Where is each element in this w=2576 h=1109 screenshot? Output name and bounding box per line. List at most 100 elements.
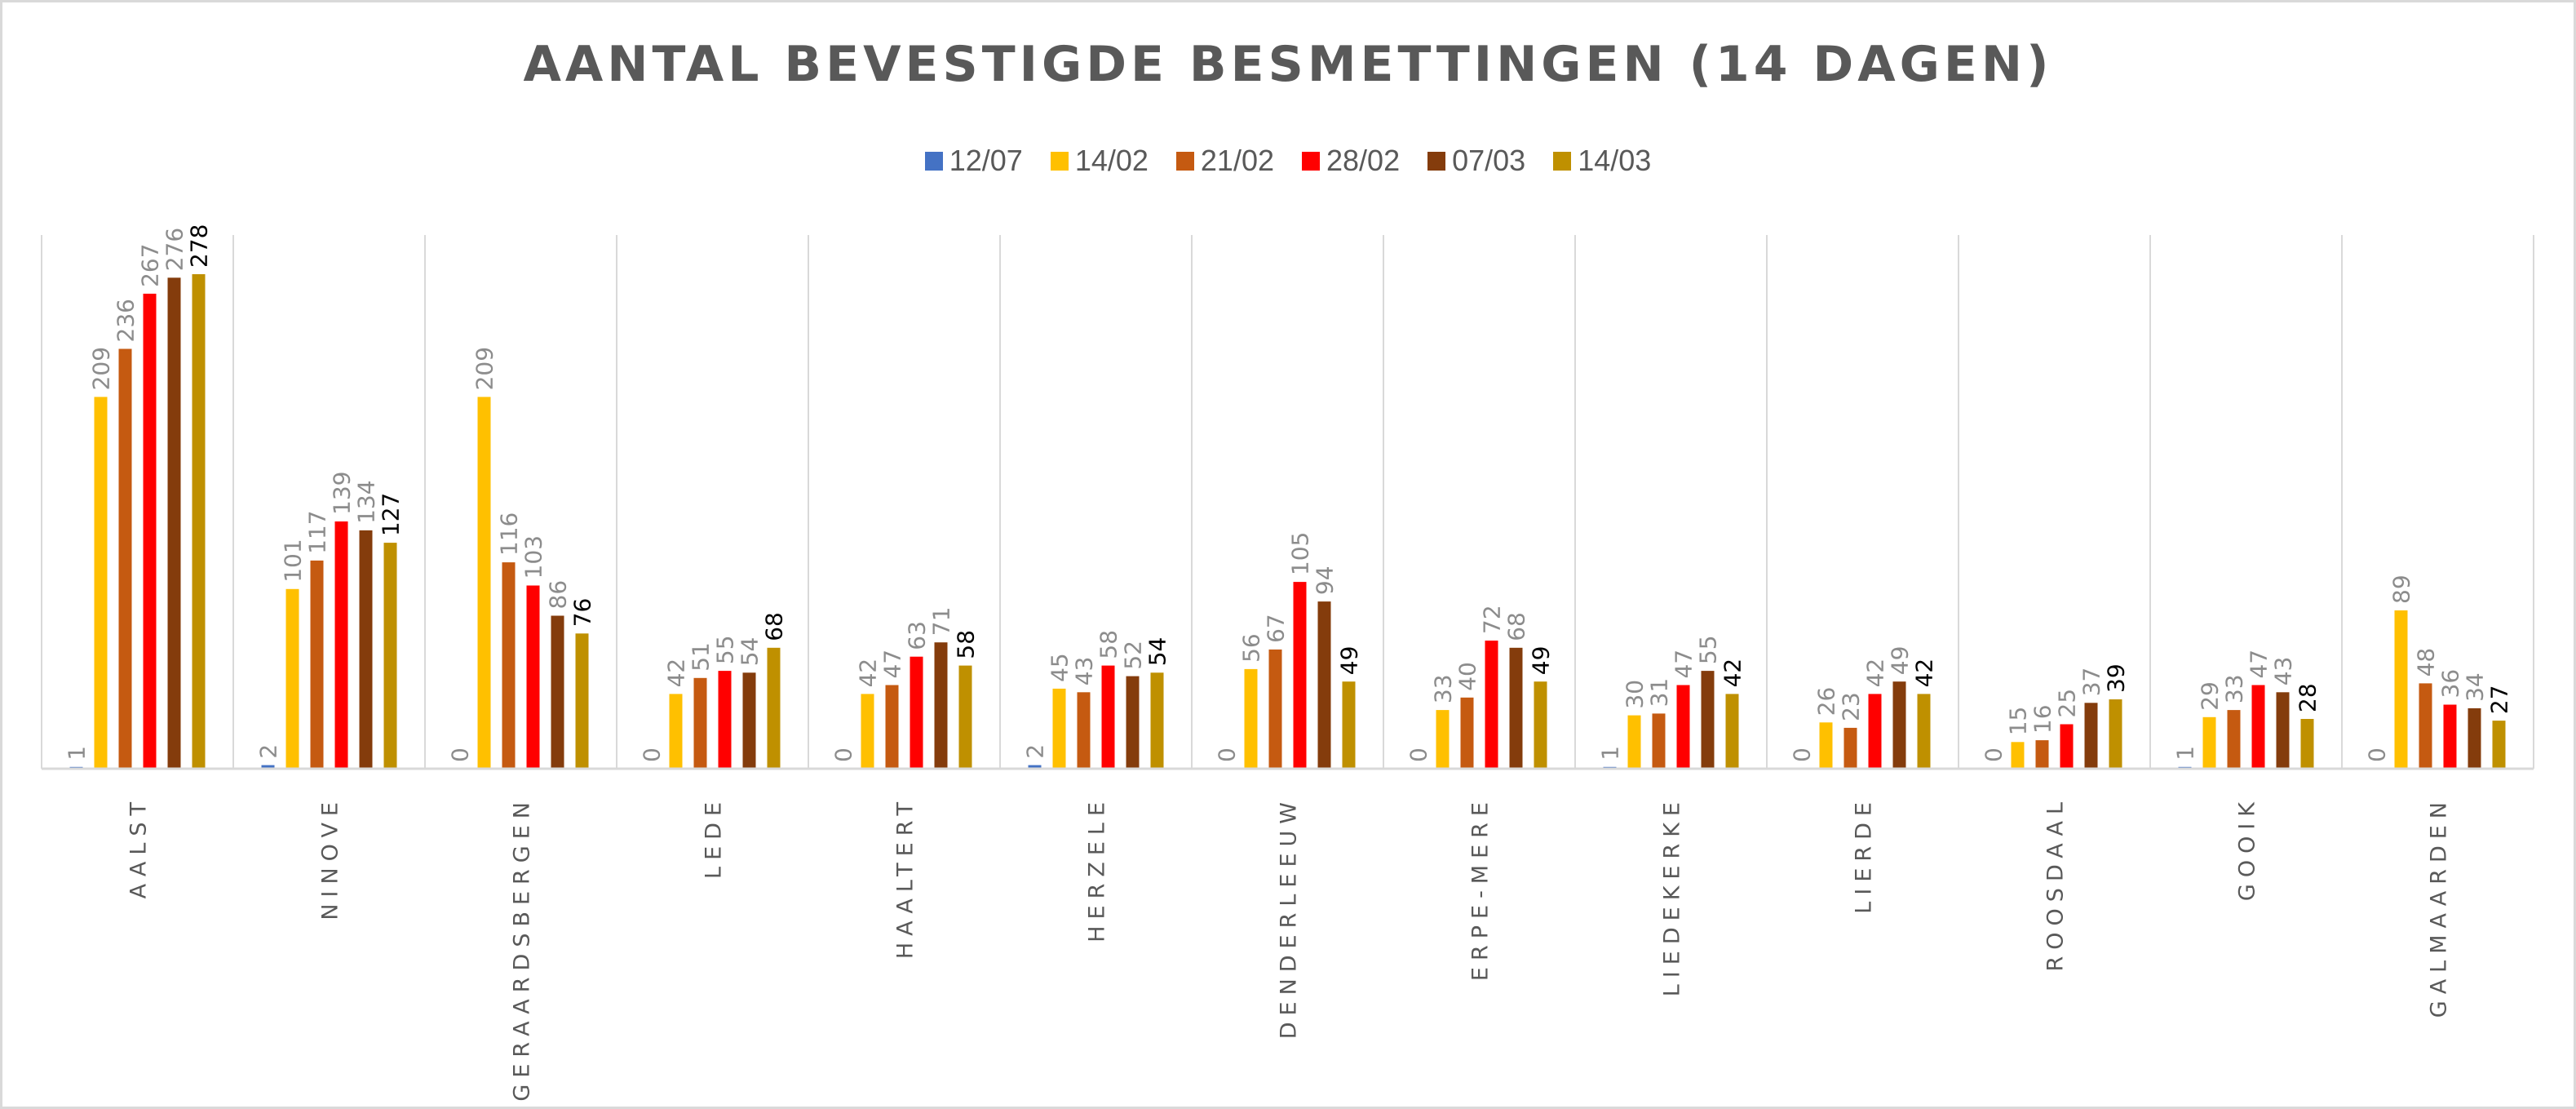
bar-aalst-07-03 [167,277,181,769]
data-label: 209 [88,347,115,390]
legend-item-21-02: 21/02 [1175,144,1274,178]
bar-lede-28-02 [718,671,732,769]
bar-herzele-07-03 [1126,676,1140,769]
data-label: 1 [1597,746,1624,761]
data-label: 267 [137,243,164,286]
bar-lierde-28-02 [1868,694,1882,769]
data-label: 56 [1238,633,1265,663]
bar-ninove-28-02 [334,521,348,769]
bar-roosdaal-07-03 [2084,703,2098,769]
bar-gooik-07-03 [2276,692,2290,769]
category-label-lierde: LIERDE [1852,796,1877,914]
bar-ninove-12-07 [261,765,275,769]
data-label: 47 [1671,650,1697,679]
data-label: 117 [304,510,331,553]
data-label: 34 [2462,672,2489,702]
bar-lierde-07-03 [1892,681,1906,769]
bar-roosdaal-14-02 [2011,742,2025,769]
data-label: 42 [1911,659,1938,688]
data-label: 36 [2437,669,2464,699]
data-label: 94 [1312,566,1339,595]
data-label: 33 [2221,674,2248,703]
data-label: 2 [1022,744,1049,759]
bar-lede-07-03 [742,672,756,769]
legend-swatch [924,151,943,171]
data-label: 23 [1838,692,1865,721]
bar-liedekerke-21-02 [1652,713,1666,769]
bar-ninove-07-03 [359,530,373,769]
data-label: 68 [761,612,788,641]
bar-geraardsbergen-14-02 [477,397,491,769]
legend-swatch [1175,151,1194,171]
legend-item-14-02: 14/02 [1050,144,1149,178]
bar-geraardsbergen-14-03 [575,633,589,769]
data-label: 55 [1695,635,1722,664]
data-label: 15 [2005,707,2032,736]
bar-haaltert-14-03 [958,665,972,769]
data-label: 101 [280,539,307,582]
data-label: 0 [639,747,666,762]
bar-denderleeuw-14-03 [1342,681,1356,769]
data-label: 0 [447,747,474,762]
data-label: 49 [1887,646,1914,676]
legend: 12/07 14/02 21/02 28/02 07/03 14/03 [0,144,2576,178]
data-label: 26 [1813,687,1840,716]
data-label: 68 [1503,612,1530,641]
data-label: 39 [2103,663,2130,693]
category-label-ninove: NINOVE [318,796,343,920]
legend-swatch [1427,151,1446,171]
category-label-galmaarden: GALMAARDEN [2427,796,2452,1018]
data-label: 37 [2078,668,2105,697]
category-label-gooik: GOOIK [2235,796,2260,901]
bar-denderleeuw-07-03 [1317,601,1331,769]
data-label: 48 [2413,648,2440,677]
data-label: 49 [1528,646,1555,676]
bar-lierde-14-02 [1819,722,1833,769]
data-label: 105 [1287,532,1314,575]
data-label: 31 [1646,678,1673,708]
category-label-denderleeuw: DENDERLEEUW [1277,796,1302,1039]
bar-lede-14-02 [669,694,683,769]
bar-denderleeuw-21-02 [1268,649,1282,769]
bar-geraardsbergen-28-02 [526,585,540,769]
bar-erpe-mere-14-03 [1534,681,1547,769]
data-label: 276 [162,228,188,271]
category-label-haaltert: HAALTERT [893,796,918,959]
data-label: 49 [1336,646,1363,676]
category-label-liedekerke: LIEDEKERKE [1660,796,1685,996]
bar-erpe-mere-21-02 [1460,697,1474,769]
bar-erpe-mere-28-02 [1485,641,1498,769]
data-label: 51 [688,642,715,672]
data-label: 139 [329,472,356,515]
category-label-geraardsbergen: GERAARDSBERGEN [510,796,535,1102]
data-label: 28 [2295,683,2321,712]
data-label: 52 [1120,641,1147,670]
bar-liedekerke-07-03 [1701,671,1715,769]
bar-galmaarden-14-03 [2492,721,2506,769]
data-label: 278 [186,224,213,268]
data-label: 209 [471,347,498,390]
data-label: 63 [904,621,931,650]
legend-label: 12/07 [949,144,1023,177]
legend-item-14-03: 14/03 [1553,144,1651,178]
bar-liedekerke-14-02 [1627,715,1641,769]
data-label: 0 [1214,747,1241,762]
bar-gooik-14-02 [2202,716,2216,769]
data-label: 54 [1144,637,1171,667]
chart-title: AANTAL BEVESTIGDE BESMETTINGEN (14 DAGEN… [523,36,2053,93]
data-label: 1 [64,746,91,761]
bar-herzele-21-02 [1077,692,1091,769]
bar-geraardsbergen-21-02 [502,562,516,769]
data-label: 127 [378,493,405,536]
data-label: 134 [353,480,380,523]
bar-gooik-21-02 [2227,710,2241,769]
category-label-roosdaal: ROOSDAAL [2043,796,2069,971]
bar-haaltert-21-02 [885,685,899,769]
data-label: 47 [879,650,906,679]
data-label: 0 [2364,747,2391,762]
data-label: 43 [1071,657,1098,686]
bar-lede-14-03 [767,647,781,769]
bar-galmaarden-07-03 [2468,708,2481,769]
